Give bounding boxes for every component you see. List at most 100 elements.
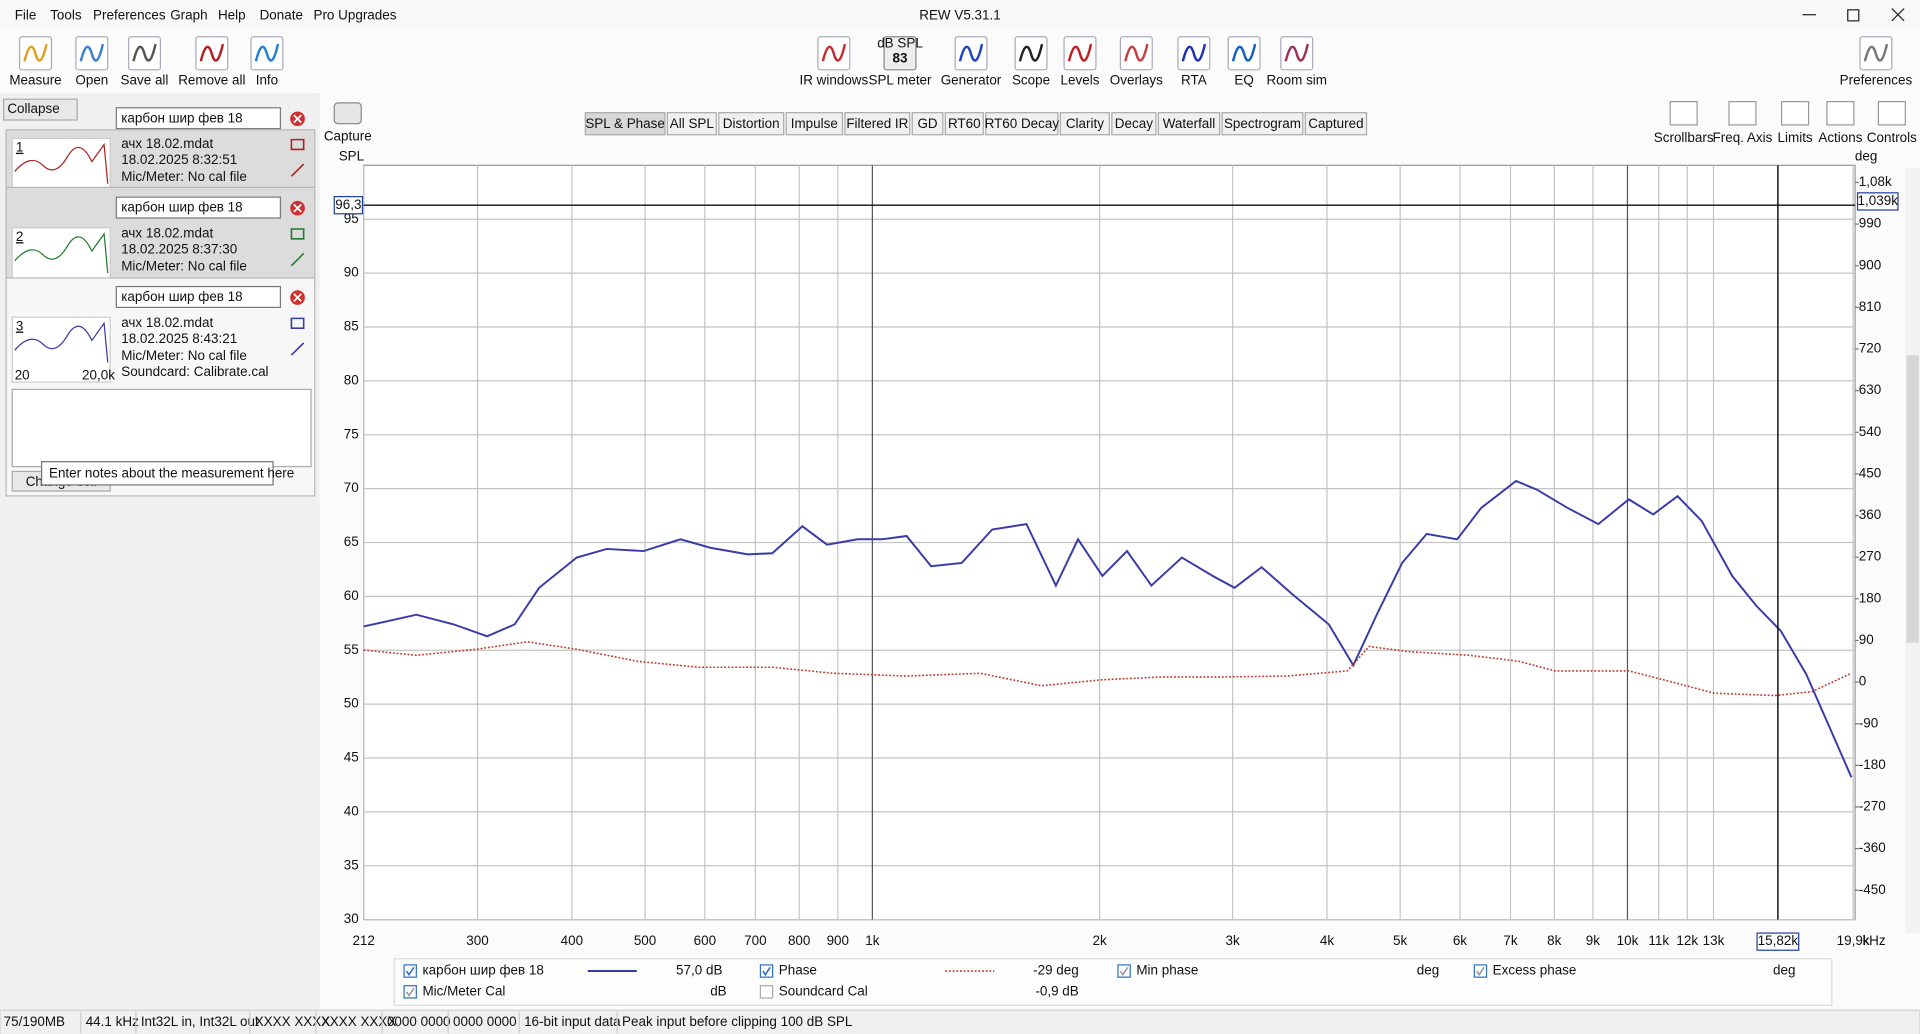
status-item: Int32L in, Int32L out [141,1014,259,1029]
menu-item[interactable]: Graph [170,8,207,23]
checkbox[interactable] [759,964,774,978]
thumbnail-curve [14,232,109,274]
menu-item[interactable]: File [15,8,37,23]
status-bar [0,1009,1920,1034]
menu-item[interactable]: Donate [260,8,303,23]
toolbar-icon-glyph [1018,43,1044,62]
legend-unit: deg [1773,963,1795,978]
y-tick-label: 45 [344,750,359,765]
x-tick-label: 900 [827,933,849,948]
y-tick-label: 90 [344,265,359,280]
x-unit: kHz [1862,933,1885,948]
card-icons [290,317,305,356]
toolbar-icon-glyph [254,43,280,62]
y-tick-label: 60 [344,588,359,603]
x-tick-label: 9k [1586,933,1600,948]
tab[interactable] [1221,112,1304,136]
spl-meter-icon[interactable] [883,36,917,71]
graph-control-icon[interactable] [1877,101,1906,126]
tab[interactable] [718,112,785,136]
status-item: XXXX XXXX [255,1014,331,1029]
name-field[interactable] [115,107,282,130]
graph-control-icon[interactable] [1781,101,1810,126]
tab[interactable] [944,112,984,136]
cursor-box [1756,932,1800,951]
graph-control-icon[interactable] [1669,101,1698,126]
tooltip-text: Enter notes about the measurement here [49,465,294,480]
graph-control-icon[interactable] [1728,101,1757,126]
measurement-mic: Mic/Meter: No cal file [121,348,247,363]
x-tick-label: 10k [1617,933,1639,948]
y2-tick-label: -360 [1859,840,1886,855]
collapse-button[interactable] [3,98,78,121]
graph-control-label: Controls [1867,130,1917,145]
legend-name: Soundcard Cal [779,983,868,998]
tab[interactable] [1059,112,1110,136]
checkbox[interactable] [403,964,417,978]
y2-axis-title: deg [1855,148,1877,163]
checkbox[interactable] [1473,964,1488,978]
measurement-file: ачх 18.02.mdat [121,136,213,151]
remove-glyph [293,114,302,124]
notes-box[interactable] [11,388,312,468]
menu-item[interactable]: Pro Upgrades [313,8,396,23]
toolbar-label: Scope [1012,72,1050,87]
toolbar-label: Generator [941,72,1002,87]
measurement-file: ачх 18.02.mdat [121,315,213,330]
toolbar-icon-glyph [821,43,847,62]
status-item: XXXX XXXX [321,1014,397,1029]
tab-label: GD [917,116,937,131]
measurement-mic: Mic/Meter: No cal file [121,259,247,274]
y2-tick-label: 270 [1859,549,1881,564]
measurement-name: карбон шир фев 18 [121,289,242,304]
cursor-box [1856,192,1899,211]
tab[interactable] [666,112,717,136]
legend-name: карбон шир фев 18 [422,963,543,978]
scrollbar-thumb[interactable] [1906,355,1919,643]
measurement-file: ачх 18.02.mdat [121,225,213,240]
menu-item[interactable]: Preferences [93,8,166,23]
tab[interactable] [844,112,911,136]
series-line [363,479,1853,778]
graph-control-icon[interactable] [1826,101,1855,126]
status-item: 75/190MB [4,1014,65,1029]
thumbnail-curve [14,142,109,184]
toolbar-icon-glyph [132,43,157,62]
tab[interactable] [1111,112,1157,136]
thumbnail[interactable] [11,316,111,383]
toolbar-label: SPL meter [868,72,932,87]
tab[interactable] [584,112,666,136]
legend-name: Min phase [1136,963,1198,978]
restore-button[interactable] [1847,9,1860,22]
measurement-index: 1 [16,140,23,155]
tab[interactable] [985,112,1059,136]
checkbox[interactable] [403,985,417,999]
graph-control-label: Actions [1818,130,1862,145]
name-field[interactable] [115,196,282,219]
y-tick-label: 95 [344,211,359,226]
measurement-index: 2 [16,229,23,244]
status-item: 16-bit input data [524,1014,621,1029]
x-tick-label: 1k [865,933,879,948]
close-button[interactable] [1891,8,1905,22]
y-tick-label: 30 [344,911,359,926]
y2-tick-label: 990 [1859,216,1881,231]
thumb-axis: 20,0k [82,368,115,383]
tab[interactable] [1304,112,1368,136]
y-tick-label: 75 [344,426,359,441]
menu-item[interactable]: Tools [50,8,82,23]
checkbox[interactable] [759,985,774,999]
y2-tick-label: -180 [1859,757,1886,772]
capture-icon[interactable] [333,102,362,125]
tab[interactable] [785,112,844,136]
menu-item[interactable]: Help [218,8,246,23]
name-field[interactable] [115,285,282,308]
y-tick-label: 55 [344,642,359,657]
x-tick-label: 13k [1703,933,1725,948]
tab-label: Clarity [1066,116,1104,131]
checkbox[interactable] [1117,964,1131,978]
tab[interactable] [911,112,944,136]
tab[interactable] [1157,112,1221,136]
tab-label: Decay [1115,116,1153,131]
